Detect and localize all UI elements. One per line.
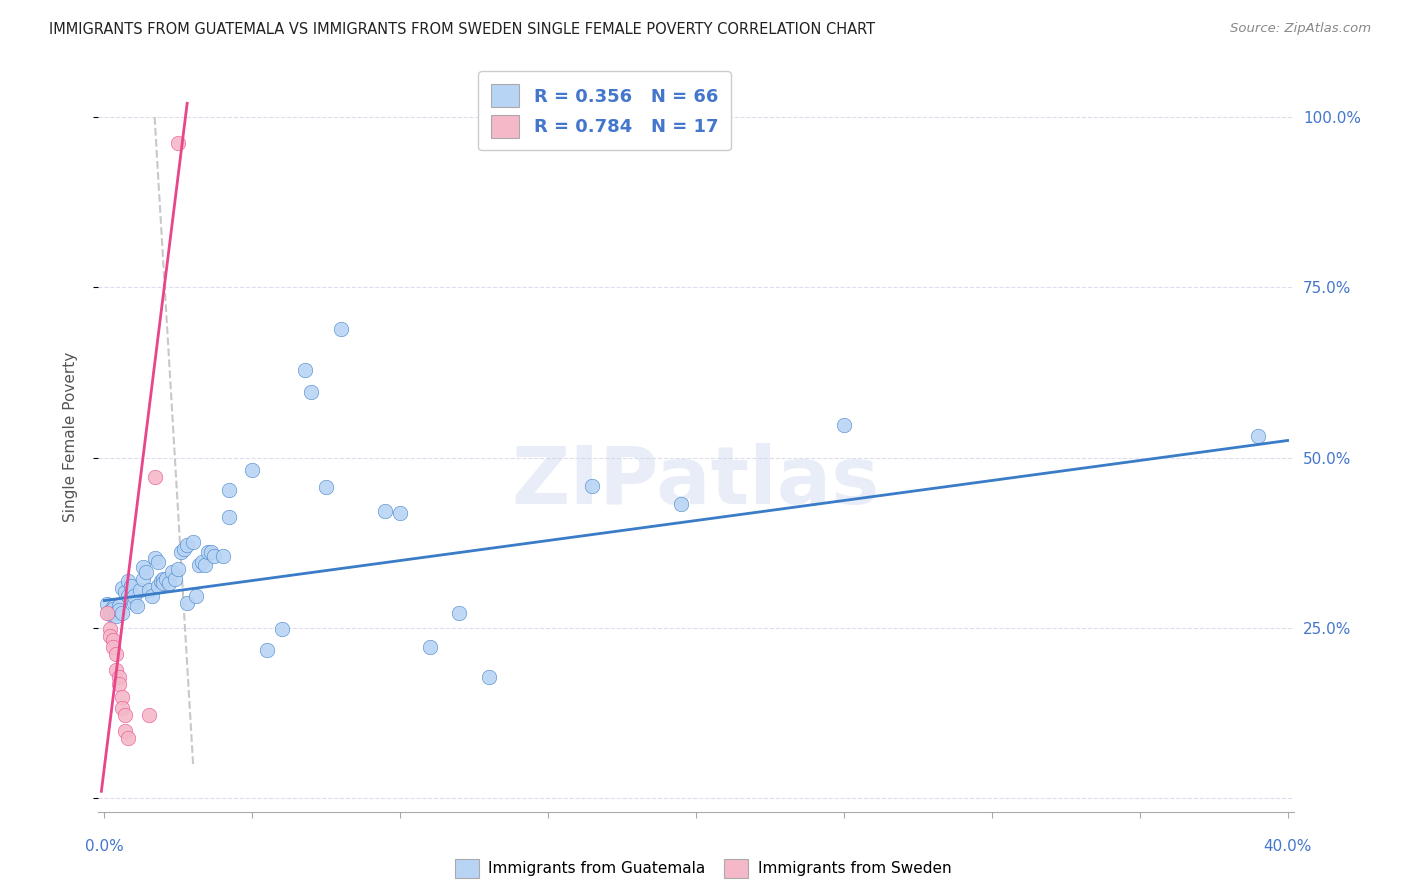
Point bbox=[122, 596, 145, 610]
Point bbox=[108, 676, 131, 690]
Point bbox=[103, 640, 125, 654]
Point bbox=[330, 322, 353, 336]
Point bbox=[478, 670, 501, 684]
Point bbox=[117, 590, 139, 604]
Point bbox=[111, 582, 134, 596]
Point bbox=[184, 590, 207, 604]
Point bbox=[138, 582, 160, 597]
Point bbox=[96, 597, 118, 611]
Point bbox=[152, 575, 174, 590]
Point bbox=[138, 708, 160, 723]
Point bbox=[449, 606, 471, 620]
Point bbox=[146, 556, 169, 570]
Point bbox=[98, 604, 121, 618]
Point bbox=[105, 606, 128, 620]
Point bbox=[218, 510, 240, 524]
Point bbox=[181, 535, 204, 549]
Text: ZIPatlas: ZIPatlas bbox=[512, 443, 880, 521]
Y-axis label: Single Female Poverty: Single Female Poverty bbox=[63, 352, 77, 522]
Point bbox=[240, 463, 263, 477]
Text: 0.0%: 0.0% bbox=[84, 838, 124, 854]
Point bbox=[170, 544, 193, 558]
Point bbox=[122, 590, 145, 604]
Point bbox=[143, 551, 166, 566]
Point bbox=[299, 385, 322, 400]
Point bbox=[581, 479, 603, 493]
Point bbox=[294, 363, 316, 377]
Point bbox=[146, 578, 169, 592]
Point bbox=[108, 670, 131, 684]
Point bbox=[165, 572, 187, 586]
Point bbox=[96, 606, 118, 620]
Text: IMMIGRANTS FROM GUATEMALA VS IMMIGRANTS FROM SWEDEN SINGLE FEMALE POVERTY CORREL: IMMIGRANTS FROM GUATEMALA VS IMMIGRANTS … bbox=[49, 22, 876, 37]
Point bbox=[105, 663, 128, 677]
Point bbox=[191, 556, 214, 570]
Point bbox=[176, 596, 198, 610]
Point bbox=[111, 701, 134, 715]
Point bbox=[176, 538, 198, 552]
Legend: Immigrants from Guatemala, Immigrants from Sweden: Immigrants from Guatemala, Immigrants fr… bbox=[449, 853, 957, 884]
Point bbox=[157, 575, 180, 590]
Legend: R = 0.356   N = 66, R = 0.784   N = 17: R = 0.356 N = 66, R = 0.784 N = 17 bbox=[478, 71, 731, 151]
Point bbox=[114, 724, 136, 739]
Point bbox=[114, 708, 136, 723]
Point bbox=[832, 417, 855, 432]
Point bbox=[125, 599, 148, 613]
Point bbox=[669, 497, 692, 511]
Point bbox=[103, 633, 125, 648]
Point bbox=[200, 544, 222, 558]
Point bbox=[202, 549, 225, 563]
Point bbox=[141, 589, 163, 603]
Point bbox=[105, 608, 128, 623]
Point bbox=[155, 572, 177, 586]
Point bbox=[103, 601, 125, 615]
Point bbox=[162, 565, 184, 579]
Point bbox=[256, 642, 278, 657]
Point bbox=[103, 600, 125, 615]
Point bbox=[105, 647, 128, 661]
Point bbox=[211, 549, 233, 563]
Point bbox=[374, 503, 396, 517]
Point bbox=[1247, 428, 1270, 442]
Point bbox=[194, 558, 217, 573]
Point bbox=[98, 607, 121, 622]
Point bbox=[120, 578, 142, 592]
Point bbox=[111, 690, 134, 705]
Point bbox=[152, 572, 174, 586]
Point bbox=[149, 574, 172, 589]
Text: 40.0%: 40.0% bbox=[1264, 838, 1312, 854]
Point bbox=[389, 507, 412, 521]
Point bbox=[315, 481, 337, 495]
Point bbox=[167, 562, 190, 576]
Point bbox=[135, 565, 157, 579]
Point bbox=[98, 629, 121, 643]
Point bbox=[108, 603, 131, 617]
Point bbox=[188, 558, 211, 573]
Point bbox=[128, 582, 150, 597]
Point bbox=[111, 606, 134, 620]
Point bbox=[143, 469, 166, 483]
Point bbox=[270, 622, 292, 636]
Point bbox=[419, 640, 441, 654]
Point bbox=[114, 585, 136, 599]
Point bbox=[108, 599, 131, 613]
Point bbox=[132, 572, 155, 586]
Point bbox=[117, 574, 139, 589]
Point bbox=[132, 559, 155, 574]
Point bbox=[197, 544, 219, 558]
Point bbox=[117, 731, 139, 746]
Point bbox=[218, 483, 240, 498]
Point bbox=[173, 541, 195, 556]
Point bbox=[167, 136, 190, 150]
Point bbox=[98, 622, 121, 636]
Text: Source: ZipAtlas.com: Source: ZipAtlas.com bbox=[1230, 22, 1371, 36]
